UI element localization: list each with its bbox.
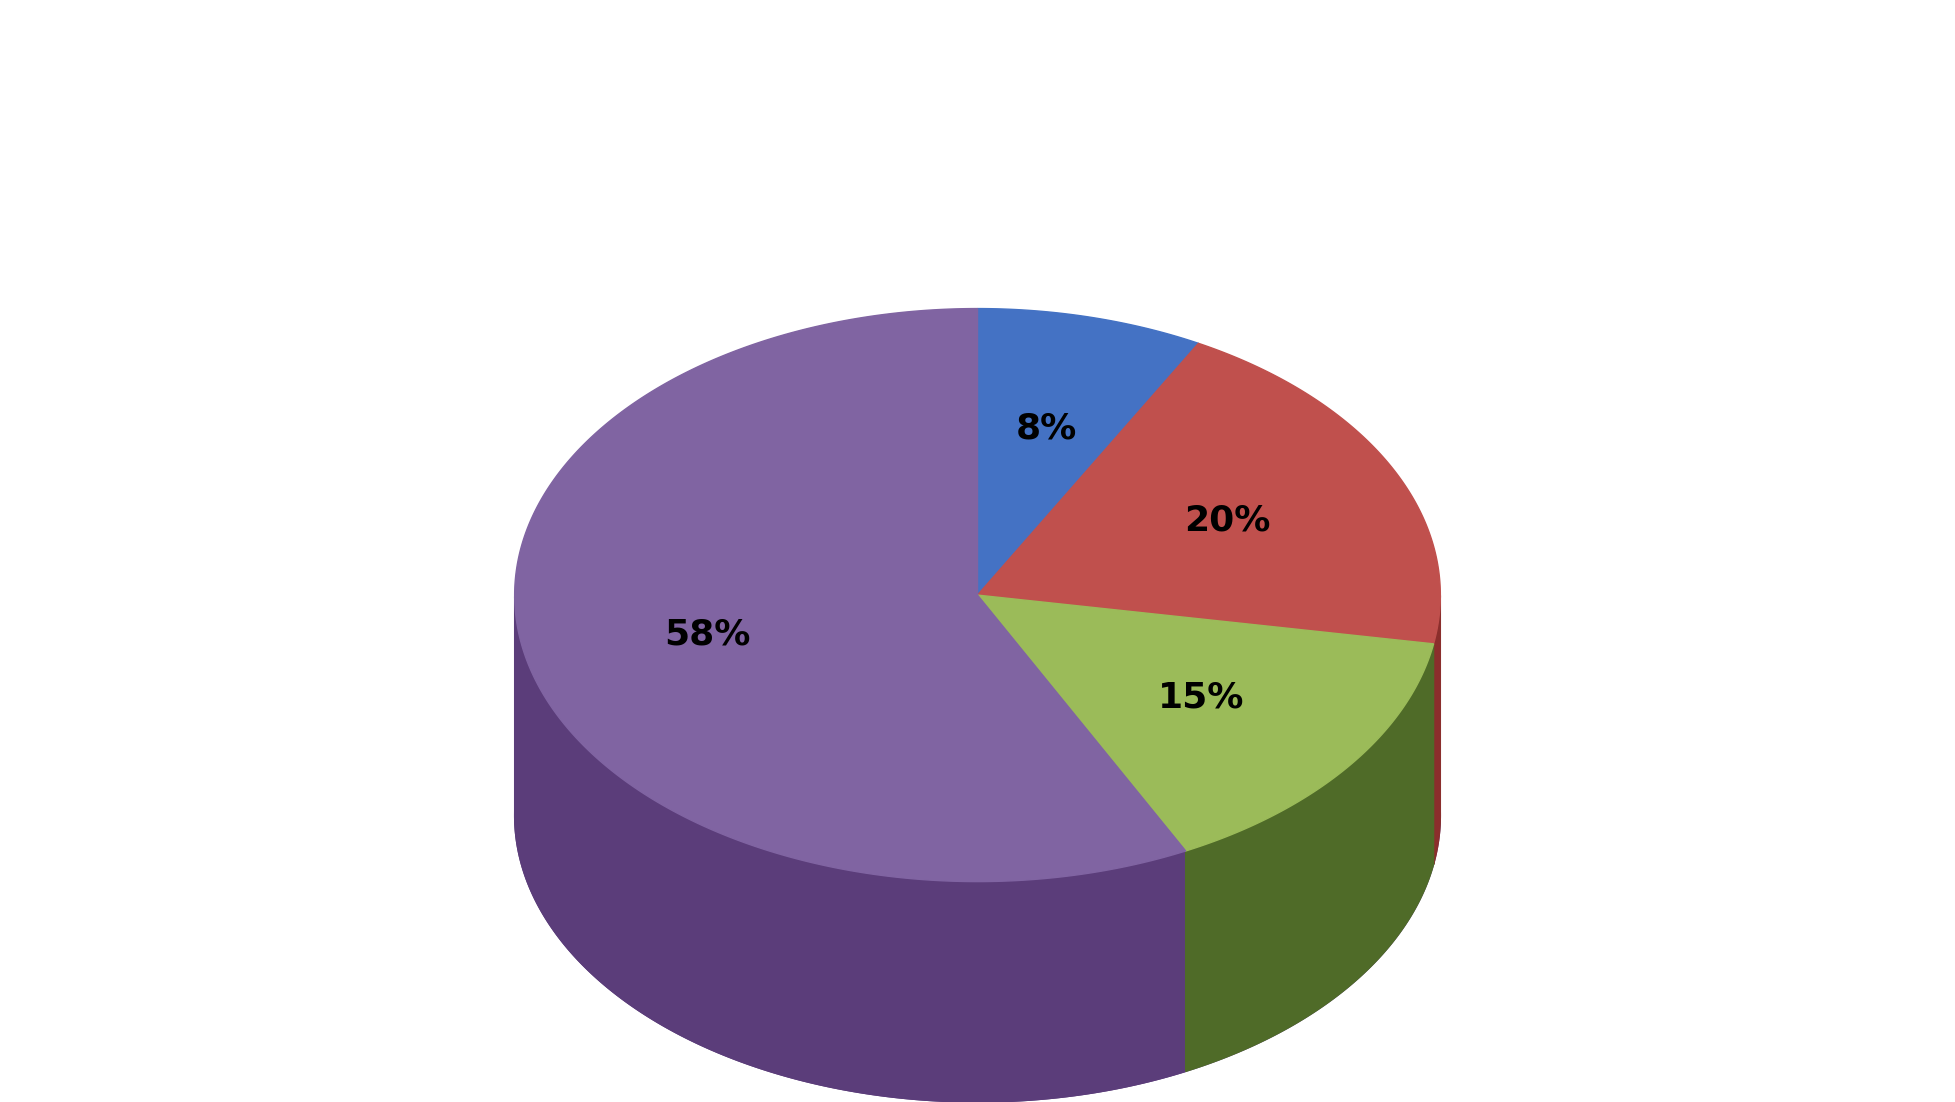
Polygon shape — [1185, 644, 1433, 1071]
Polygon shape — [1433, 595, 1441, 864]
Polygon shape — [514, 309, 1185, 882]
Text: 8%: 8% — [1015, 411, 1077, 445]
Text: 15%: 15% — [1157, 680, 1243, 714]
Polygon shape — [978, 595, 1433, 851]
Polygon shape — [514, 529, 1441, 1102]
Polygon shape — [514, 596, 1185, 1102]
Polygon shape — [978, 309, 1198, 595]
Polygon shape — [978, 595, 1433, 864]
Polygon shape — [978, 595, 1185, 1071]
Polygon shape — [978, 344, 1441, 644]
Text: 58%: 58% — [665, 618, 751, 651]
Text: 20%: 20% — [1185, 504, 1271, 537]
Polygon shape — [978, 595, 1185, 1071]
Polygon shape — [978, 595, 1433, 864]
